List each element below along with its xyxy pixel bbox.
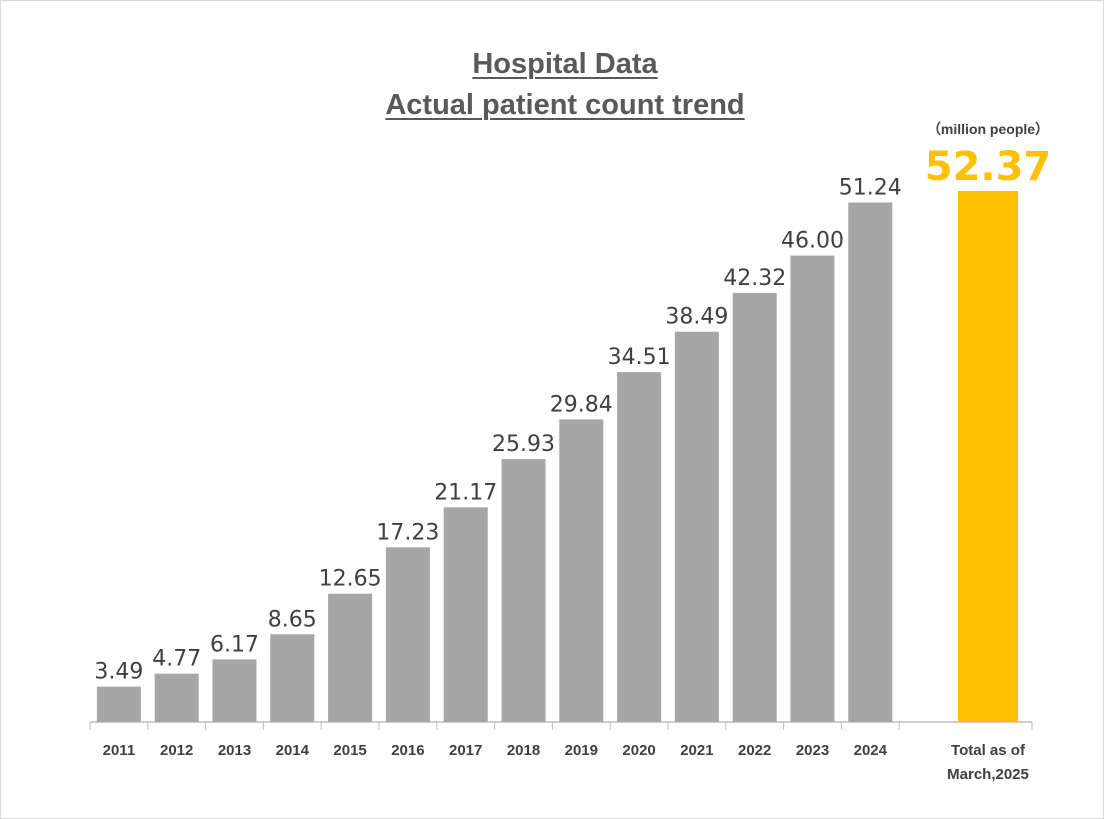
x-tick-label: 2019 xyxy=(565,742,598,759)
data-label: 12.65 xyxy=(319,567,382,592)
x-tick-label: 2020 xyxy=(622,742,655,759)
bar xyxy=(385,547,430,722)
bar xyxy=(212,659,257,722)
bar xyxy=(154,673,199,722)
bar xyxy=(443,507,488,722)
chart-subtitle: Actual patient count trend xyxy=(385,89,745,121)
bar xyxy=(848,202,893,722)
bar xyxy=(328,593,373,722)
data-label: 51.24 xyxy=(839,175,902,200)
x-tick-label: 2021 xyxy=(680,742,713,759)
data-label: 34.51 xyxy=(608,345,671,370)
highlight-bar xyxy=(958,191,1018,722)
x-tick-label: 2023 xyxy=(796,742,829,759)
highlight-value-label: 52.37 xyxy=(925,144,1052,190)
x-tick-label: 2014 xyxy=(276,742,310,759)
unit-label: （million people） xyxy=(927,121,1049,137)
data-label: 17.23 xyxy=(376,520,439,545)
bar xyxy=(674,331,719,722)
data-label: 42.32 xyxy=(723,266,786,291)
bar xyxy=(732,292,777,722)
chart-title: Hospital Data xyxy=(472,48,658,80)
data-label: 3.49 xyxy=(94,660,143,685)
data-label: 4.77 xyxy=(152,647,201,672)
data-label: 6.17 xyxy=(210,632,259,657)
bar xyxy=(501,459,546,722)
x-tick-label: 2024 xyxy=(854,742,888,759)
bar xyxy=(559,419,604,722)
x-tick-label: 2011 xyxy=(103,742,136,759)
data-label: 25.93 xyxy=(492,432,555,457)
data-label: 21.17 xyxy=(434,480,497,505)
x-tick-label: 2015 xyxy=(333,742,366,759)
data-label: 38.49 xyxy=(665,305,728,330)
bar xyxy=(790,255,835,722)
data-label: 29.84 xyxy=(550,392,613,417)
x-tick-label: 2017 xyxy=(449,742,482,759)
x-tick-label: 2016 xyxy=(391,742,424,759)
bar xyxy=(270,634,315,722)
x-tick-label: 2013 xyxy=(218,742,251,759)
data-label: 46.00 xyxy=(781,229,844,254)
highlight-category-label: March,2025 xyxy=(947,766,1029,783)
highlight-category-label: Total as of xyxy=(951,742,1026,759)
bar xyxy=(617,372,662,722)
x-tick-label: 2022 xyxy=(738,742,771,759)
data-label: 8.65 xyxy=(268,607,317,632)
x-tick-label: 2018 xyxy=(507,742,540,759)
bar xyxy=(96,686,141,722)
x-tick-label: 2012 xyxy=(160,742,193,759)
